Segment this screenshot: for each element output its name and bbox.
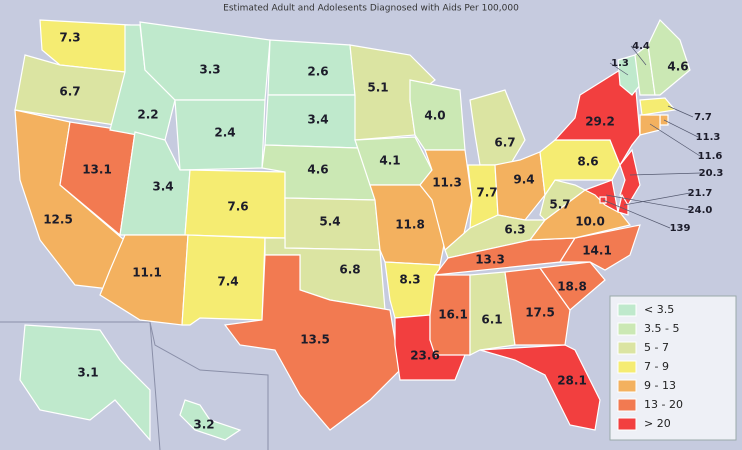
value-label: 11.8: [395, 218, 425, 232]
legend-swatch: [617, 360, 637, 374]
value-label: 28.1: [557, 374, 587, 388]
value-label: 13.5: [300, 333, 330, 347]
value-label: 9.4: [513, 173, 534, 187]
state: [19, 324, 151, 442]
value-label: 23.6: [410, 349, 440, 363]
value-label: 3.4: [307, 113, 328, 127]
value-label: 21.7: [688, 188, 713, 199]
value-label: 13.1: [82, 163, 112, 177]
legend-label: 9 - 13: [644, 379, 676, 392]
value-label: 3.3: [199, 63, 220, 77]
value-label: 11.3: [432, 176, 462, 190]
value-label: 5.4: [319, 215, 340, 229]
value-label: 10.0: [575, 215, 605, 229]
value-label: 8.3: [399, 273, 420, 287]
value-label: 6.8: [339, 263, 360, 277]
legend-label: 7 - 9: [644, 360, 669, 373]
legend-swatch: [617, 379, 637, 393]
legend-label: < 3.5: [644, 303, 674, 316]
legend-label: 5 - 7: [644, 341, 669, 354]
value-label: 7.3: [59, 31, 80, 45]
leader-line: [630, 45, 647, 66]
value-label: 11.3: [696, 132, 721, 143]
value-label: 3.4: [152, 180, 173, 194]
leader-line: [629, 172, 702, 176]
value-label: 2.4: [214, 126, 235, 140]
leader-line: [605, 194, 691, 211]
value-label: 2.2: [137, 108, 158, 122]
legend-swatch: [617, 417, 637, 431]
value-label: 6.7: [59, 85, 80, 99]
value-label: 5.7: [549, 198, 570, 212]
leader-line: [663, 119, 699, 138]
inset-border: [149, 321, 161, 450]
leader-line: [623, 192, 691, 206]
value-label: 4.1: [379, 154, 400, 168]
value-label: 139: [670, 223, 691, 234]
inset-border: [0, 321, 269, 450]
value-label: 4.0: [424, 109, 445, 123]
legend-swatch: [617, 398, 637, 412]
state: [647, 18, 691, 96]
value-label: 20.3: [699, 168, 724, 179]
value-label: 16.1: [438, 308, 468, 322]
legend-swatch: [617, 322, 637, 336]
state: [539, 179, 587, 221]
value-label: 1.3: [611, 58, 629, 69]
map-title: Estimated Adult and Adolesents Diagnosed…: [223, 4, 519, 14]
state: [617, 193, 629, 216]
value-label: 17.5: [525, 306, 555, 320]
state: [479, 344, 601, 431]
value-label: 11.6: [698, 151, 723, 162]
state: [223, 254, 401, 431]
value-label: 14.1: [582, 244, 612, 258]
state: [583, 179, 619, 214]
value-label: 4.6: [667, 60, 688, 74]
value-label: 29.2: [585, 115, 615, 129]
value-label: 3.1: [77, 366, 98, 380]
value-label: 13.3: [475, 253, 505, 267]
value-label: 18.8: [557, 280, 587, 294]
value-label: 6.7: [494, 136, 515, 150]
state: [179, 399, 242, 441]
leader-line: [649, 123, 701, 157]
legend-swatch: [617, 303, 637, 317]
value-label: 6.1: [481, 313, 502, 327]
value-label: 8.6: [577, 155, 598, 169]
legend-label: 3.5 - 5: [644, 322, 679, 335]
legend-swatch: [617, 341, 637, 355]
leader-line: [609, 62, 629, 76]
legend-label: > 20: [644, 417, 671, 430]
value-label: 7.4: [217, 275, 238, 289]
value-label: 11.1: [132, 266, 162, 280]
leader-line: [602, 199, 671, 229]
value-label: 24.0: [688, 205, 713, 216]
value-label: 6.3: [504, 223, 525, 237]
legend-label: 13 - 20: [644, 398, 683, 411]
value-label: 2.6: [307, 65, 328, 79]
value-label: 5.1: [367, 81, 388, 95]
state: [469, 271, 516, 356]
leader-line: [667, 105, 694, 118]
value-label: 7.6: [227, 200, 248, 214]
value-label: 4.4: [632, 41, 650, 52]
state: [639, 97, 677, 116]
value-label: 7.7: [694, 112, 712, 123]
value-label: 3.2: [193, 418, 214, 432]
state: [538, 261, 606, 311]
state: [553, 69, 641, 167]
state: [617, 54, 641, 96]
value-label: 12.5: [43, 213, 73, 227]
value-label: 7.7: [476, 186, 497, 200]
value-label: 4.6: [307, 163, 328, 177]
